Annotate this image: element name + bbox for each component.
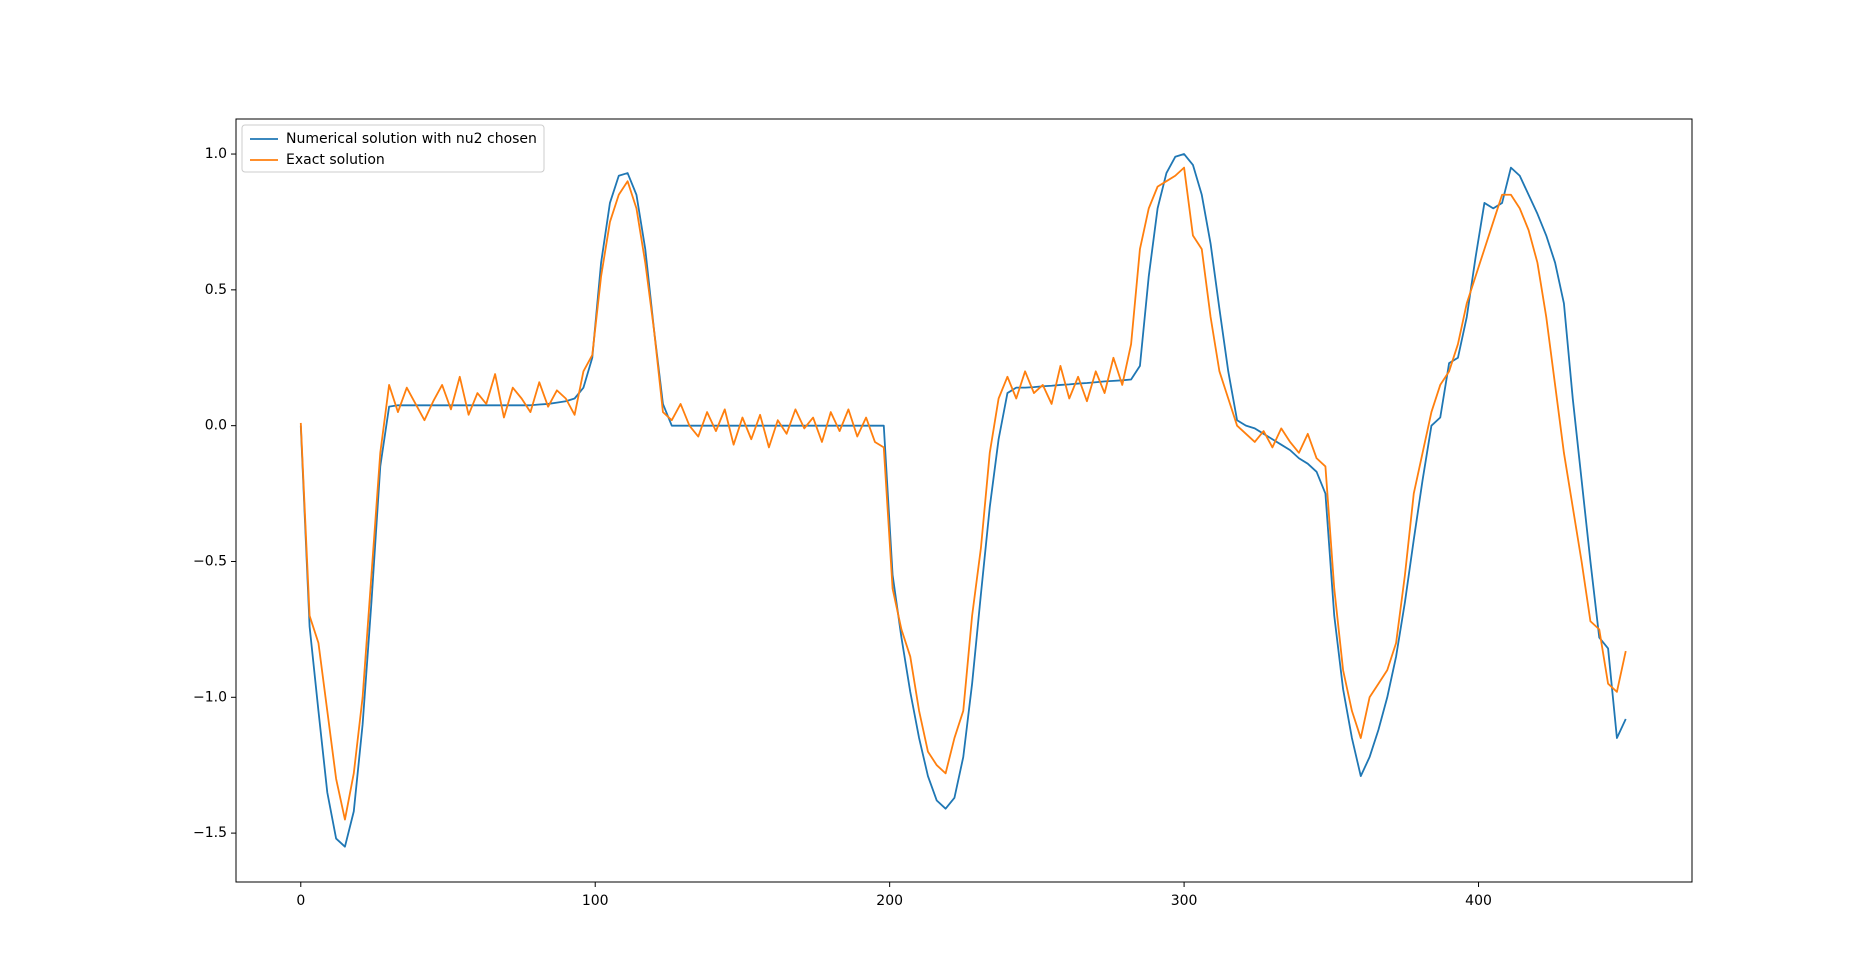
legend-label: Numerical solution with nu2 chosen bbox=[286, 131, 537, 147]
legend-label: Exact solution bbox=[286, 152, 385, 168]
y-tick-label: 0.0 bbox=[205, 418, 227, 434]
y-tick-label: 1.0 bbox=[205, 146, 227, 162]
y-tick-label: −1.5 bbox=[193, 825, 227, 841]
series-line bbox=[299, 153, 1627, 848]
x-tick-label: 100 bbox=[582, 893, 609, 909]
y-tick-label: −0.5 bbox=[193, 553, 227, 569]
x-tick-label: 0 bbox=[296, 893, 305, 909]
x-tick-label: 200 bbox=[876, 893, 903, 909]
legend-box bbox=[241, 124, 545, 173]
x-tick-label: 400 bbox=[1465, 893, 1492, 909]
series-line bbox=[299, 166, 1627, 821]
y-tick-label: −1.0 bbox=[193, 689, 227, 705]
x-tick-label: 300 bbox=[1171, 893, 1198, 909]
y-tick-label: 0.5 bbox=[205, 282, 227, 298]
plot-frame bbox=[235, 118, 1693, 883]
